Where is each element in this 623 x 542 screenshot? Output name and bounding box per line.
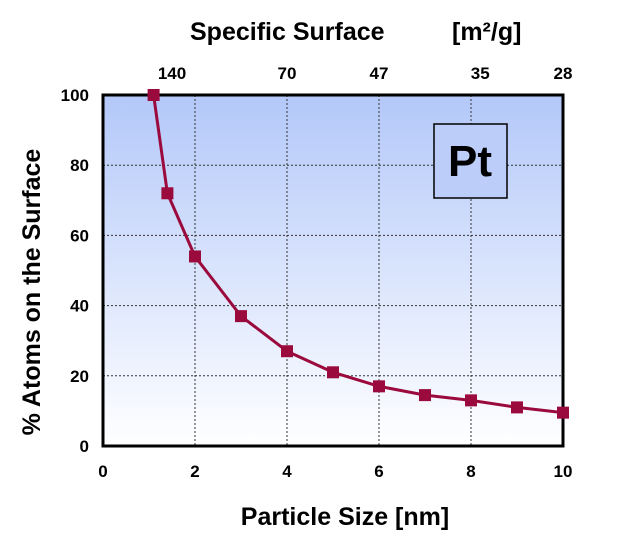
annotation-label: Pt <box>448 137 492 186</box>
x-axis-title: Particle Size [nm] <box>241 503 449 531</box>
top-tick-label: 47 <box>370 64 389 83</box>
top-axis-title: Specific Surface <box>190 18 385 46</box>
y-tick-label: 60 <box>70 226 89 245</box>
top-axis-unit: [m²/g] <box>452 18 521 46</box>
top-tick-labels: 140 70 47 35 28 <box>158 64 573 83</box>
data-point <box>161 187 174 200</box>
x-tick-label: 0 <box>98 462 107 481</box>
data-point <box>235 310 247 323</box>
y-tick-label: 20 <box>70 367 89 386</box>
y-tick-labels: 0 20 40 60 80 100 <box>61 86 89 456</box>
top-tick-label: 28 <box>554 64 573 83</box>
y-tick-label: 40 <box>70 297 89 316</box>
series-group <box>147 89 569 419</box>
y-tick-label: 80 <box>70 156 89 175</box>
data-point <box>465 394 477 407</box>
y-tick-label: 100 <box>61 86 89 105</box>
x-tick-label: 10 <box>554 462 573 481</box>
annotation-box: Pt <box>433 123 508 199</box>
x-tick-label: 4 <box>282 462 292 481</box>
data-point <box>419 389 431 402</box>
data-point <box>147 89 160 101</box>
top-tick-label: 70 <box>278 64 297 83</box>
data-point <box>511 401 523 414</box>
plot-frame <box>101 93 565 448</box>
x-tick-label: 6 <box>374 462 383 481</box>
top-tick-label: 35 <box>471 64 490 83</box>
data-point <box>189 250 201 263</box>
x-tick-label: 2 <box>190 462 199 481</box>
y-axis-title: % Atoms on the Surface <box>18 149 46 436</box>
data-point <box>373 380 385 393</box>
y-tick-label: 0 <box>80 437 89 456</box>
x-tick-label: 8 <box>466 462 475 481</box>
x-tick-labels: 0 2 4 6 8 10 <box>98 462 572 481</box>
data-point <box>557 406 569 419</box>
data-point <box>327 366 339 379</box>
data-point <box>281 345 293 358</box>
top-tick-label: 140 <box>158 64 186 83</box>
